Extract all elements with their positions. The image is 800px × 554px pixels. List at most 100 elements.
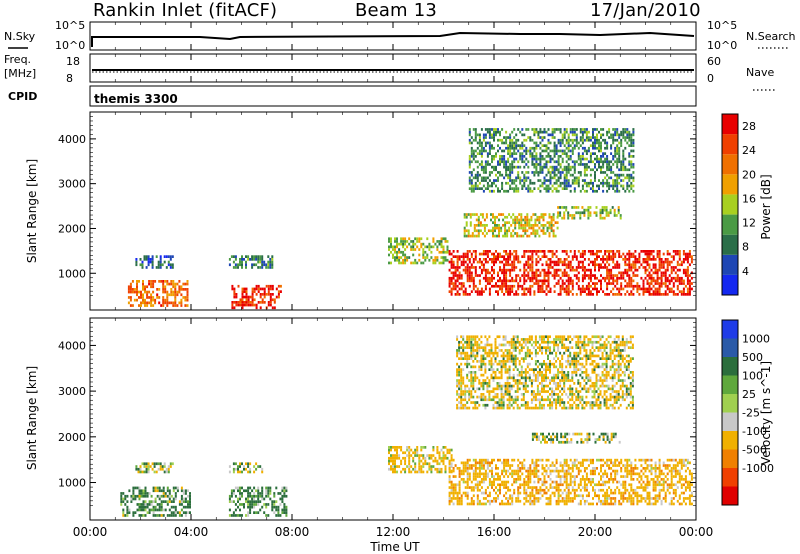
data-cell (559, 260, 562, 264)
data-cell (624, 136, 627, 139)
data-cell (547, 502, 550, 506)
data-cell (672, 282, 675, 285)
data-cell (538, 221, 541, 224)
data-cell (154, 514, 157, 517)
data-cell (573, 464, 576, 467)
data-cell (602, 155, 605, 158)
data-cell (478, 461, 481, 465)
data-cell (581, 494, 584, 498)
data-cell (155, 255, 158, 258)
data-cell (476, 173, 479, 177)
data-cell (596, 138, 598, 142)
data-cell (135, 263, 138, 267)
data-cell (541, 171, 544, 174)
data-cell (678, 290, 681, 293)
data-cell (624, 168, 627, 172)
data-cell (241, 470, 243, 474)
data-cell (567, 260, 570, 264)
data-cell (668, 279, 671, 283)
data-cell (626, 497, 629, 500)
data-cell (561, 464, 564, 467)
data-cell (503, 458, 506, 462)
data-cell (448, 491, 451, 495)
data-cell (136, 282, 138, 286)
data-cell (448, 465, 451, 468)
data-cell (608, 181, 611, 185)
data-cell (492, 221, 494, 224)
data-cell (499, 279, 501, 283)
data-cell (501, 260, 504, 264)
data-cell (690, 282, 693, 285)
data-cell (472, 502, 475, 506)
data-cell (160, 489, 163, 493)
data-cell (551, 171, 554, 174)
data-cell (658, 266, 661, 269)
data-cell (644, 258, 647, 261)
data-cell (626, 458, 629, 462)
data-cell (606, 461, 609, 465)
data-cell (398, 454, 401, 457)
data-cell (390, 446, 392, 449)
data-cell (136, 293, 138, 297)
data-cell (511, 168, 514, 172)
data-cell (454, 483, 457, 487)
data-cell (596, 252, 598, 256)
data-cell (543, 268, 546, 272)
data-cell (511, 276, 514, 280)
data-cell (527, 189, 530, 193)
data-cell (650, 268, 653, 272)
data-cell (592, 263, 594, 267)
data-cell (543, 478, 546, 481)
data-cell (476, 176, 479, 180)
data-cell (511, 144, 514, 147)
data-cell (598, 279, 600, 283)
data-cell (478, 488, 481, 492)
data-cell (410, 454, 413, 457)
data-cell (513, 157, 516, 161)
data-cell (619, 214, 622, 217)
data-cell (178, 514, 181, 517)
data-cell (543, 282, 546, 285)
data-cell (144, 304, 146, 307)
data-cell (596, 258, 598, 261)
data-cell (172, 489, 175, 493)
data-cell (468, 268, 471, 272)
data-cell (654, 475, 657, 478)
data-cell (537, 282, 540, 285)
data-cell (666, 266, 669, 269)
data-cell (505, 279, 508, 283)
data-cell (533, 502, 536, 506)
data-cell (678, 494, 681, 498)
data-cell (515, 133, 518, 137)
data-cell (634, 266, 637, 269)
data-cell (537, 458, 540, 462)
data-cell (622, 184, 625, 188)
data-cell (630, 136, 633, 139)
data-cell (624, 258, 627, 261)
data-cell (390, 465, 392, 468)
data-cell (507, 469, 510, 473)
data-cell (516, 221, 519, 224)
data-cell (519, 483, 522, 487)
data-cell (640, 486, 643, 489)
data-cell (670, 260, 673, 264)
data-cell (670, 271, 673, 275)
data-cell (253, 290, 256, 293)
data-cell (587, 284, 590, 288)
data-cell (497, 144, 499, 147)
data-cell (517, 187, 520, 190)
data-cell (527, 287, 530, 291)
data-cell (279, 497, 282, 501)
data-cell (616, 176, 619, 180)
data-cell (636, 497, 639, 500)
data-cell (682, 461, 685, 465)
data-cell (509, 279, 512, 283)
data-cell (481, 224, 484, 227)
data-cell (535, 260, 538, 264)
data-cell (145, 465, 148, 468)
data-cell (180, 494, 183, 498)
data-cell (610, 472, 613, 476)
data-cell (239, 497, 241, 501)
data-cell (126, 508, 129, 512)
data-cell (533, 173, 536, 177)
